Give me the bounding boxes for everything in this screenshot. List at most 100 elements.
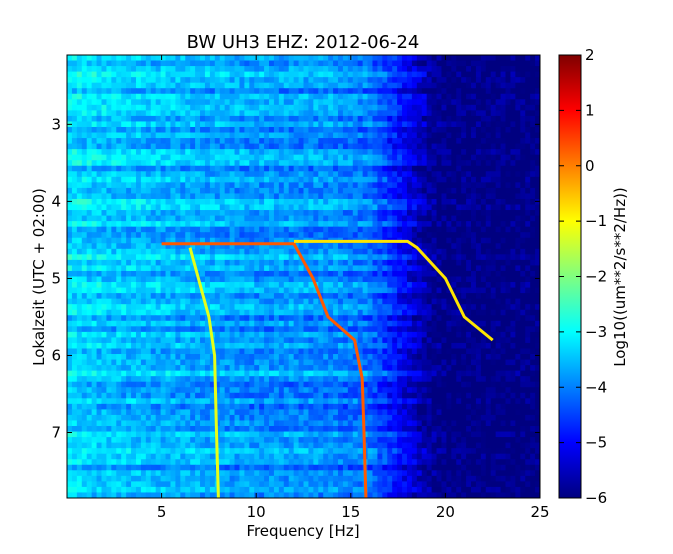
heatmap-cell	[362, 215, 369, 222]
heatmap-cell	[204, 187, 211, 195]
heatmap-cell	[377, 138, 383, 145]
heatmap-cell	[367, 320, 374, 327]
heatmap-cell	[200, 210, 206, 217]
heatmap-cell	[244, 110, 250, 117]
heatmap-cell	[195, 115, 201, 123]
heatmap-cell	[244, 93, 250, 100]
heatmap-cell	[318, 154, 324, 161]
heatmap-cell	[500, 104, 507, 111]
heatmap-cell	[140, 187, 147, 195]
heatmap-cell	[318, 55, 324, 62]
heatmap-cell	[180, 210, 186, 217]
heatmap-cell	[342, 320, 349, 327]
heatmap-cell	[347, 138, 354, 145]
heatmap-cell	[116, 104, 122, 111]
heatmap-cell	[421, 248, 428, 255]
heatmap-cell	[480, 99, 487, 106]
heatmap-cell	[475, 149, 482, 156]
heatmap-cell	[441, 304, 447, 311]
heatmap-cell	[500, 204, 507, 211]
heatmap-cell	[357, 77, 364, 84]
heatmap-cell	[219, 298, 226, 305]
heatmap-cell	[135, 143, 142, 150]
heatmap-cell	[165, 160, 172, 167]
heatmap-cell	[116, 226, 122, 233]
heatmap-cell	[131, 71, 137, 78]
heatmap-cell	[288, 176, 295, 183]
heatmap-cell	[342, 265, 349, 272]
heatmap-cell	[387, 293, 393, 300]
heatmap-cell	[239, 154, 245, 161]
heatmap-cell	[165, 282, 172, 289]
heatmap-cell	[204, 331, 211, 339]
heatmap-cell	[323, 265, 329, 272]
heatmap-cell	[224, 298, 231, 305]
heatmap-cell	[406, 77, 413, 84]
heatmap-cell	[116, 265, 122, 272]
heatmap-cell	[313, 193, 319, 200]
heatmap-cell	[200, 193, 206, 200]
heatmap-cell	[293, 154, 300, 161]
heatmap-cell	[466, 60, 472, 67]
heatmap-cell	[377, 259, 383, 267]
heatmap-cell	[101, 320, 108, 327]
heatmap-cell	[264, 138, 270, 145]
heatmap-cell	[135, 93, 142, 100]
heatmap-cell	[175, 204, 181, 211]
heatmap-cell	[520, 160, 526, 167]
heatmap-cell	[372, 55, 379, 62]
heatmap-cell	[456, 71, 462, 78]
heatmap-cell	[185, 182, 191, 189]
heatmap-cell	[185, 259, 191, 267]
heatmap-cell	[367, 160, 374, 167]
heatmap-cell	[337, 337, 344, 344]
heatmap-cell	[76, 232, 83, 239]
heatmap-cell	[195, 248, 201, 255]
heatmap-cell	[495, 132, 502, 139]
heatmap-cell	[288, 143, 295, 150]
heatmap-cell	[421, 265, 428, 272]
heatmap-cell	[505, 143, 512, 150]
heatmap-cell	[333, 82, 339, 89]
heatmap-cell	[490, 132, 497, 139]
heatmap-cell	[323, 110, 329, 117]
heatmap-cell	[229, 93, 236, 100]
heatmap-cell	[421, 60, 428, 67]
heatmap-cell	[416, 104, 423, 111]
heatmap-cell	[101, 232, 108, 239]
heatmap-cell	[313, 88, 319, 95]
heatmap-cell	[367, 293, 374, 300]
heatmap-cell	[357, 337, 364, 344]
heatmap-cell	[318, 187, 324, 195]
heatmap-cell	[303, 221, 310, 228]
heatmap-cell	[67, 265, 73, 272]
heatmap-cell	[397, 143, 403, 150]
heatmap-cell	[387, 115, 393, 123]
heatmap-cell	[239, 138, 245, 145]
heatmap-cell	[76, 71, 83, 78]
heatmap-cell	[239, 66, 245, 73]
heatmap-cell	[121, 154, 127, 161]
heatmap-cell	[81, 55, 88, 62]
heatmap-cell	[421, 210, 428, 217]
heatmap-cell	[71, 337, 78, 344]
heatmap-cell	[475, 315, 482, 322]
heatmap-cell	[505, 138, 512, 145]
heatmap-cell	[126, 71, 132, 78]
heatmap-cell	[229, 204, 236, 211]
heatmap-cell	[288, 115, 295, 123]
heatmap-cell	[269, 298, 275, 305]
heatmap-cell	[505, 99, 512, 106]
heatmap-cell	[500, 165, 507, 172]
heatmap-cell	[111, 132, 117, 139]
heatmap-cell	[180, 204, 186, 211]
heatmap-cell	[106, 171, 112, 178]
heatmap-cell	[313, 270, 319, 278]
heatmap-cell	[328, 326, 334, 333]
heatmap-cell	[131, 104, 137, 111]
heatmap-cell	[308, 326, 314, 333]
heatmap-cell	[106, 309, 112, 316]
heatmap-cell	[303, 193, 310, 200]
heatmap-cell	[224, 82, 231, 89]
heatmap-cell	[441, 237, 447, 244]
